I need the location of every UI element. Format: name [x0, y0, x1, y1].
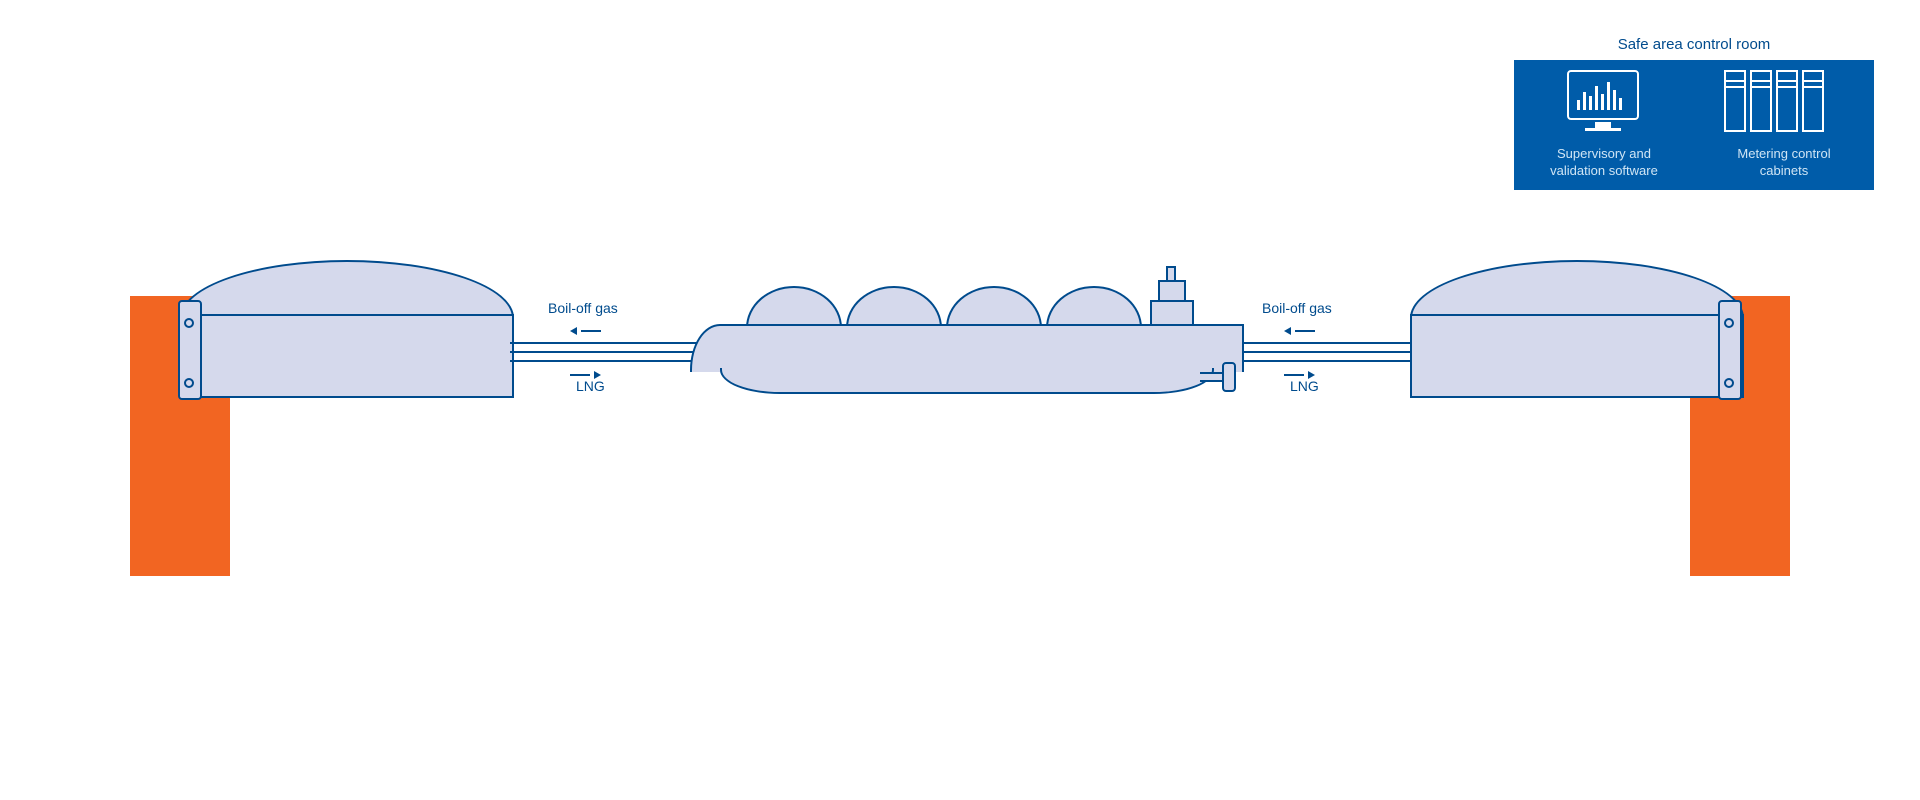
left-lng-label: LNG — [576, 378, 605, 394]
control-room-caption-software: Supervisory and validation software — [1524, 146, 1684, 180]
right-tank-body — [1410, 314, 1744, 398]
left-boiloff-arrow-icon — [570, 322, 601, 340]
left-tank-dome — [180, 260, 514, 318]
right-boiloff-arrow-icon — [1284, 322, 1315, 340]
control-room-box: Supervisory and validation software Mete… — [1514, 60, 1874, 190]
right-tank-valve-bottom — [1724, 378, 1734, 388]
left-tank-valve-top — [184, 318, 194, 328]
left-boiloff-label: Boil-off gas — [548, 300, 618, 316]
control-room-caption-cabinets: Metering control cabinets — [1704, 146, 1864, 180]
ship-dome-1 — [746, 286, 842, 328]
right-boiloff-label: Boil-off gas — [1262, 300, 1332, 316]
lng-terminal-diagram: Safe area control room Supervisory and v… — [0, 0, 1920, 800]
ship-dome-2 — [846, 286, 942, 328]
ship-propeller-icon — [1222, 362, 1236, 392]
ship-dome-3 — [946, 286, 1042, 328]
right-lng-label: LNG — [1290, 378, 1319, 394]
right-tank-valve-top — [1724, 318, 1734, 328]
ship-hull — [690, 324, 1244, 372]
left-pipe — [510, 342, 720, 362]
control-room-title: Safe area control room — [1514, 36, 1874, 53]
left-tank-body — [180, 314, 514, 398]
ship-dome-4 — [1046, 286, 1142, 328]
left-tank-valve-bottom — [184, 378, 194, 388]
right-tank-dome — [1410, 260, 1744, 318]
right-pipe — [1224, 342, 1410, 362]
monitor-icon — [1558, 70, 1648, 131]
cabinets-icon — [1724, 70, 1824, 132]
ship-hull-bottom — [720, 368, 1214, 394]
